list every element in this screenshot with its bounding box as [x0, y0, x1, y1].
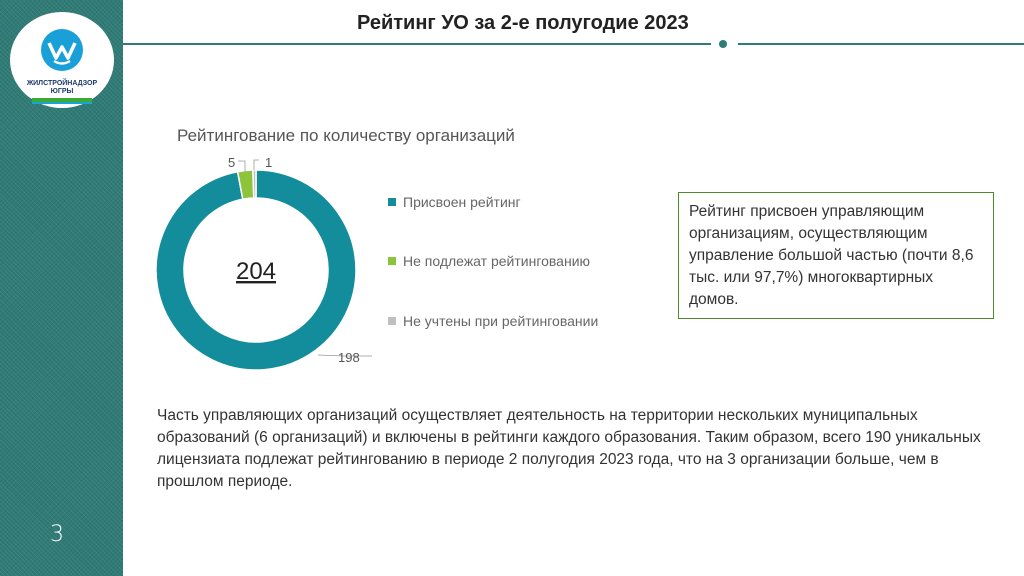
note-box: Рейтинг присвоен управляющим организация…: [678, 192, 994, 319]
legend-label: Присвоен рейтинг: [403, 194, 521, 210]
logo-blue-stripe: [32, 102, 92, 104]
title-underline-left: [123, 43, 711, 45]
data-label-leader-line: [238, 160, 246, 172]
slide-title: Рейтинг УО за 2-е полугодие 2023: [357, 12, 689, 34]
left-sidebar-band: ЖИЛСТРОЙНАДЗОР ЮГРЫ 3: [0, 0, 123, 576]
data-label: 198: [338, 350, 360, 365]
data-label: 5: [228, 155, 235, 170]
data-label-leader-line: [317, 354, 372, 357]
donut-center-label: 204: [236, 258, 276, 285]
donut-chart: 204 198 5 1: [155, 155, 372, 371]
legend-item: Присвоен рейтинг: [388, 194, 521, 210]
logo-text: ЖИЛСТРОЙНАДЗОР ЮГРЫ: [10, 80, 114, 96]
legend-item: Не учтены при рейтинговании: [388, 313, 598, 329]
logo-line-1: ЖИЛСТРОЙНАДЗОР: [26, 80, 98, 87]
legend-swatch: [388, 257, 396, 265]
legend-label: Не подлежат рейтингованию: [403, 253, 591, 269]
page-number: 3: [50, 522, 64, 547]
data-label-leader-line: [253, 159, 259, 170]
legend-label: Не учтены при рейтинговании: [403, 313, 599, 329]
data-label: 1: [265, 155, 272, 170]
donut-slice: [155, 169, 357, 371]
legend-swatch: [388, 198, 396, 206]
legend-swatch: [388, 317, 396, 325]
chart-title: Рейтингование по количеству организаций: [177, 126, 515, 145]
logo-green-stripe: [32, 98, 92, 102]
logo-emblem-icon: [41, 29, 83, 71]
title-underline-right: [738, 43, 1024, 45]
body-text: Часть управляющих организаций осуществля…: [157, 407, 981, 490]
title-underline-dot: [719, 40, 727, 48]
logo: ЖИЛСТРОЙНАДЗОР ЮГРЫ: [10, 12, 114, 108]
donut-slice: [252, 169, 257, 199]
legend-item: Не подлежат рейтингованию: [388, 253, 590, 269]
logo-line-2: ЮГРЫ: [50, 88, 74, 95]
